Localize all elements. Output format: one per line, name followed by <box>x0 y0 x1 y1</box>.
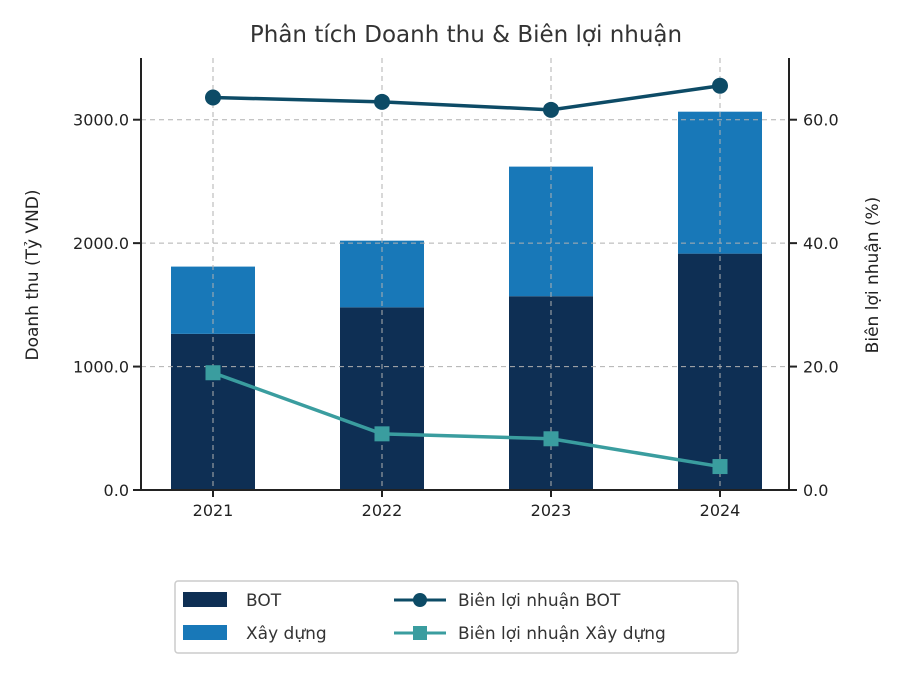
y-tick-label-1: 1000.0 <box>73 358 129 377</box>
y2-tick-label-1: 20.0 <box>803 358 839 377</box>
legend-swatch-xay-dung <box>183 625 227 640</box>
legend-box <box>174 580 739 654</box>
axes: 0.0 1000.0 2000.0 3000.0 0.0 20.0 40.0 60.0 2021… <box>73 58 839 520</box>
y-axis-label: Doanh thu (Tỷ VND) <box>23 189 43 360</box>
lines <box>205 77 728 475</box>
y-tick-label-2: 2000.0 <box>73 234 129 253</box>
legend-label-bot: BOT <box>246 591 282 611</box>
line-xay-dung-margin <box>212 371 721 469</box>
legend-label-xay-dung-margin: Biên lợi nhuận Xây dựng <box>458 624 666 644</box>
legend-marker-xay-dung-margin <box>413 626 427 640</box>
legend-label-xay-dung: Xây dựng <box>246 624 327 644</box>
y2-axis-label: Biên lợi nhuận (%) <box>863 197 883 354</box>
legend: BOT Xây dựng Biên lợi nhuận BOT Biên lợi… <box>174 580 739 654</box>
legend-label-bot-margin: Biên lợi nhuận BOT <box>458 591 621 611</box>
y2-tick-label-0: 0.0 <box>803 481 828 500</box>
x-tick-label-2022: 2022 <box>362 501 403 520</box>
bars <box>171 111 762 490</box>
point-xay-dung-margin-2022 <box>374 426 390 442</box>
y2-tick-label-2: 40.0 <box>803 234 839 253</box>
y-tick-label-0: 0.0 <box>104 481 129 500</box>
point-bot-margin-2023 <box>543 101 559 118</box>
grid-overlay <box>141 58 789 490</box>
point-xay-dung-margin-2024 <box>712 459 728 475</box>
point-xay-dung-margin-2023 <box>543 431 559 447</box>
point-bot-margin-2022 <box>374 93 390 110</box>
bar-bot-2022 <box>340 307 424 490</box>
legend-swatch-bot <box>183 592 227 607</box>
point-bot-margin-2021 <box>205 89 221 106</box>
x-tick-label-2021: 2021 <box>193 501 234 520</box>
point-xay-dung-margin-2021 <box>205 365 221 381</box>
x-tick-label-2023: 2023 <box>531 501 572 520</box>
line-bot-margin <box>212 84 721 112</box>
legend-marker-bot-margin <box>413 593 427 607</box>
point-bot-margin-2024 <box>712 77 728 94</box>
y-tick-label-3: 3000.0 <box>73 111 129 130</box>
chart-title: Phân tích Doanh thu & Biên lợi nhuận <box>250 22 682 48</box>
y2-tick-label-3: 60.0 <box>803 111 839 130</box>
x-tick-label-2024: 2024 <box>700 501 741 520</box>
